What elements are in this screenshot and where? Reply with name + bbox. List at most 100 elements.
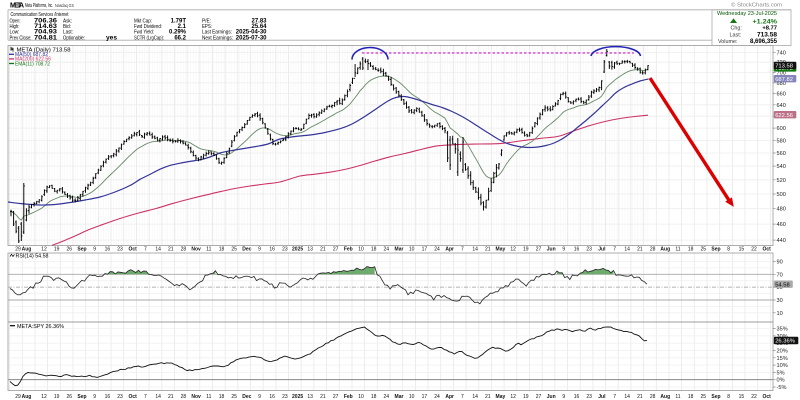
svg-text:High:: High: — [10, 24, 20, 30]
svg-text:16: 16 — [269, 394, 275, 400]
svg-text:Aug: Aug — [660, 394, 670, 400]
svg-text:Feb: Feb — [344, 394, 353, 400]
svg-text:Fwd Yield:: Fwd Yield: — [134, 30, 154, 36]
svg-text:Sep: Sep — [711, 394, 720, 400]
svg-text:713.58: 713.58 — [757, 32, 777, 39]
svg-text:Mar: Mar — [395, 246, 404, 252]
svg-text:16: 16 — [269, 246, 275, 252]
svg-text:12: 12 — [510, 246, 516, 252]
svg-text:21: 21 — [168, 246, 174, 252]
svg-text:Nov: Nov — [191, 394, 201, 400]
svg-text:24: 24 — [384, 394, 390, 400]
svg-text:Mkt Cap:: Mkt Cap: — [134, 19, 152, 25]
svg-text:Aug: Aug — [22, 394, 32, 400]
svg-text:35%: 35% — [777, 327, 788, 333]
svg-text:28: 28 — [181, 246, 187, 252]
svg-text:Volume:: Volume: — [718, 39, 737, 45]
svg-text:Aug: Aug — [22, 246, 32, 252]
svg-text:Aug: Aug — [660, 246, 670, 252]
svg-text:11: 11 — [206, 394, 211, 400]
svg-text:25: 25 — [231, 246, 237, 252]
svg-text:18: 18 — [371, 246, 377, 252]
svg-text:8: 8 — [727, 394, 730, 400]
svg-text:Nasdaq GS: Nasdaq GS — [55, 3, 74, 9]
svg-text:16: 16 — [105, 246, 111, 252]
svg-text:Chg:: Chg: — [731, 26, 742, 32]
svg-text:15: 15 — [739, 394, 745, 400]
svg-text:704.81: 704.81 — [34, 35, 58, 41]
svg-text:23: 23 — [282, 394, 288, 400]
svg-text:18: 18 — [688, 394, 694, 400]
svg-text:13: 13 — [307, 394, 313, 400]
svg-text:Oct: Oct — [763, 394, 772, 400]
svg-text:480: 480 — [777, 207, 786, 213]
svg-text:Apr: Apr — [445, 246, 454, 252]
svg-text:Feb: Feb — [344, 246, 353, 252]
svg-text:26: 26 — [67, 246, 73, 252]
svg-text:16: 16 — [574, 394, 580, 400]
svg-text:9: 9 — [93, 246, 96, 252]
svg-text:RSI(14) 54.58: RSI(14) 54.58 — [16, 253, 49, 259]
svg-text:24: 24 — [434, 394, 440, 400]
svg-text:640: 640 — [777, 103, 786, 109]
svg-text:MA(50) 687.82: MA(50) 687.82 — [15, 52, 48, 58]
svg-text:Last Earnings:: Last Earnings: — [202, 30, 232, 36]
svg-text:Jul: Jul — [598, 394, 606, 400]
svg-text:0%: 0% — [777, 378, 785, 384]
svg-text:706.36: 706.36 — [34, 19, 58, 25]
svg-text:11: 11 — [206, 246, 211, 252]
svg-text:META (Daily) 713.58: META (Daily) 713.58 — [17, 47, 71, 53]
svg-text:50: 50 — [777, 285, 783, 291]
svg-text:9: 9 — [258, 394, 261, 400]
svg-text:29: 29 — [15, 246, 21, 252]
svg-text:19: 19 — [523, 394, 529, 400]
svg-text:2025-07-30: 2025-07-30 — [236, 35, 267, 41]
svg-text:May: May — [496, 246, 506, 252]
svg-text:Oct: Oct — [129, 394, 138, 400]
svg-text:7: 7 — [461, 394, 464, 400]
svg-text:META: META — [10, 2, 24, 9]
svg-text:7: 7 — [461, 246, 464, 252]
svg-text:Dec: Dec — [242, 246, 251, 252]
svg-text:10: 10 — [358, 246, 364, 252]
svg-text:21: 21 — [320, 394, 326, 400]
svg-text:15%: 15% — [777, 356, 788, 362]
svg-text:15: 15 — [739, 246, 745, 252]
svg-text:25: 25 — [701, 246, 707, 252]
svg-text:10: 10 — [409, 394, 415, 400]
svg-text:440: 440 — [777, 238, 786, 244]
svg-text:23: 23 — [586, 246, 592, 252]
svg-text:26: 26 — [67, 394, 73, 400]
svg-text:14: 14 — [472, 246, 478, 252]
svg-text:11: 11 — [675, 246, 680, 252]
svg-text:24: 24 — [434, 246, 440, 252]
svg-text:2.1: 2.1 — [178, 24, 187, 30]
svg-text:21: 21 — [485, 394, 491, 400]
svg-text:Sep: Sep — [711, 246, 720, 252]
svg-text:10%: 10% — [777, 363, 788, 369]
svg-text:12: 12 — [41, 394, 47, 400]
svg-text:-5%: -5% — [777, 385, 787, 391]
svg-text:18: 18 — [688, 246, 694, 252]
svg-text:Fwd Dividend:: Fwd Dividend: — [134, 24, 162, 30]
svg-text:680: 680 — [777, 81, 786, 87]
svg-text:26.36%: 26.36% — [775, 339, 795, 345]
svg-text:Optionable:: Optionable: — [63, 35, 85, 41]
svg-text:1.79T: 1.79T — [171, 19, 187, 25]
svg-text:622.56: 622.56 — [775, 113, 793, 119]
svg-text:14: 14 — [155, 394, 161, 400]
svg-text:Nov: Nov — [191, 246, 201, 252]
svg-text:10: 10 — [358, 394, 364, 400]
svg-text:25%: 25% — [777, 341, 788, 347]
svg-text:8: 8 — [727, 246, 730, 252]
svg-text:704.93: 704.93 — [34, 30, 58, 36]
svg-text:12: 12 — [41, 246, 47, 252]
svg-text:25: 25 — [231, 394, 237, 400]
svg-text:54.58: 54.58 — [775, 282, 790, 288]
svg-text:7: 7 — [613, 246, 616, 252]
svg-text:Last:: Last: — [63, 30, 73, 36]
svg-text:23: 23 — [586, 394, 592, 400]
svg-text:2025: 2025 — [292, 394, 303, 400]
svg-text:600: 600 — [777, 126, 786, 132]
svg-text:18: 18 — [371, 394, 377, 400]
